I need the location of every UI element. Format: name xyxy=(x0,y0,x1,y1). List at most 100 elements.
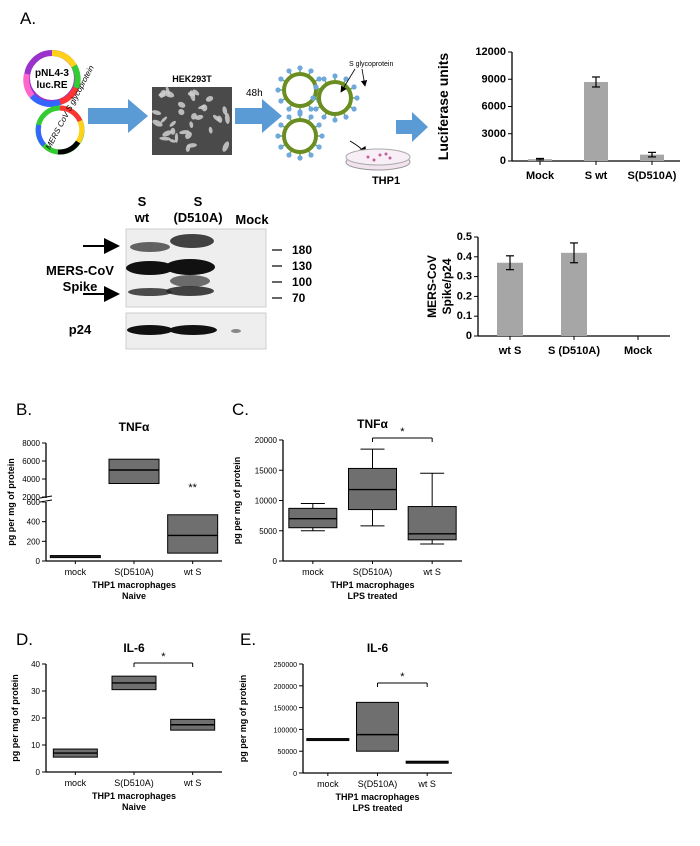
y-tick-label: 8000 xyxy=(22,439,40,448)
y-tick-label: 0 xyxy=(500,155,506,167)
y-axis-label: MERS-CoV xyxy=(425,255,439,318)
y-tick-label: 15000 xyxy=(255,466,278,475)
cell-label: HEK293T xyxy=(172,74,212,84)
x-axis-label: THP1 macrophages xyxy=(92,791,176,801)
x-axis-label: THP1 macrophages xyxy=(330,580,414,590)
y-tick-label: 200000 xyxy=(274,684,297,691)
y-tick-label: 30 xyxy=(31,687,40,696)
x-tick-label: Mock xyxy=(526,170,555,182)
y-tick-label: 40 xyxy=(31,660,40,669)
x-tick-label: mock xyxy=(65,778,87,788)
y-axis-label: pg per mg of protein xyxy=(10,674,20,762)
luciferase-bar-chart: 0 3000 6000 9000 12000 Mock S wt S(D510A) Lucife… xyxy=(435,46,680,182)
x-tick-label: S wt xyxy=(585,170,608,182)
glycoprotein-label: S glycoprotein xyxy=(349,61,393,68)
tnf-lps-box-plot: 0 5000 10000 15000 20000 mock S(D510A) wt S TNFα… xyxy=(232,417,462,601)
box-1 xyxy=(108,458,160,485)
y-tick-label: 0 xyxy=(466,330,472,342)
y-tick-label: 0.2 xyxy=(457,290,472,302)
panel-letter-e: E. xyxy=(240,630,256,649)
bar-1 xyxy=(561,252,587,336)
y-tick-label: 0.5 xyxy=(457,231,472,243)
arrow-to-cells xyxy=(88,99,148,133)
hek293t-micrograph: HEK293T xyxy=(151,74,232,155)
y-tick-label: 0.4 xyxy=(457,251,473,263)
y-tick-label: 3000 xyxy=(482,128,506,140)
significance-label: * xyxy=(161,651,166,663)
bar-1 xyxy=(584,81,608,161)
y-axis-label: Luciferase units xyxy=(435,53,451,161)
spike-p24-bar-chart: 0 0.1 0.2 0.3 0.4 0.5 wt S S (D510A) Mock MERS-Co… xyxy=(425,231,670,357)
y-tick-label: 0.3 xyxy=(457,271,472,283)
y-tick-label: 0 xyxy=(273,557,278,566)
y-tick-label: 2000 xyxy=(22,493,40,502)
x-tick-label: wt S xyxy=(417,779,436,789)
y-tick-label: 10 xyxy=(31,741,40,750)
il6-naive-box-plot: 0 10 20 30 40 mock S(D510A) wt S IL-6 THP1 macrop… xyxy=(10,641,222,812)
x-tick-label: S(D510A) xyxy=(353,567,393,577)
dish-label: THP1 xyxy=(372,175,400,187)
panel-letter-b: B. xyxy=(16,400,32,419)
chart-title: TNFα xyxy=(357,417,388,431)
spike-label-2: Spike xyxy=(63,279,98,294)
mw-marker-label: 180 xyxy=(292,243,312,257)
x-axis-sublabel: Naive xyxy=(122,802,146,812)
lane-s-wt-2: wt xyxy=(134,210,150,225)
y-tick-label: 0 xyxy=(36,768,41,777)
x-tick-label: wt S xyxy=(498,345,522,357)
x-axis-label: THP1 macrophages xyxy=(92,580,176,590)
panel-letter-a: A. xyxy=(20,9,36,28)
y-tick-label: 4000 xyxy=(22,475,40,484)
y-tick-label: 0 xyxy=(36,557,41,566)
x-tick-label: S(D510A) xyxy=(358,779,398,789)
lane-s-mut-2: (D510A) xyxy=(173,210,222,225)
y-tick-label: 0 xyxy=(293,771,297,778)
il6-lps-box-plot: 0 50000 100000 150000 200000 250000 mock S(D510… xyxy=(238,641,452,813)
spike-label-1: MERS-CoV xyxy=(46,263,114,278)
thp1-dish: THP1 xyxy=(345,148,411,187)
y-tick-label: 12000 xyxy=(475,46,506,58)
y-tick-label: 50000 xyxy=(278,749,298,756)
y-tick-label: 200 xyxy=(27,537,41,546)
mw-marker-label: 70 xyxy=(292,291,306,305)
y-tick-label: 20000 xyxy=(255,436,278,445)
y-axis-label: pg per mg of protein xyxy=(232,457,242,545)
box-2 xyxy=(407,506,457,541)
time-label: 48h xyxy=(246,88,263,99)
y-tick-label: 250000 xyxy=(274,662,297,669)
mw-marker-label: 100 xyxy=(292,275,312,289)
x-tick-label: S(D510A) xyxy=(114,567,154,577)
p24-label: p24 xyxy=(69,322,92,337)
x-tick-label: wt S xyxy=(183,778,202,788)
chart-title: IL-6 xyxy=(123,641,145,655)
x-tick-label: S(D510A) xyxy=(114,778,154,788)
y-axis-label: pg per mg of protein xyxy=(6,458,16,546)
plasmid1-label-line1: pNL4-3 xyxy=(35,68,69,79)
y-tick-label: 6000 xyxy=(482,101,506,113)
chart-title: IL-6 xyxy=(367,641,389,655)
chart-title: TNFα xyxy=(119,420,150,434)
virion-3 xyxy=(275,111,325,161)
lane-s-mut-1: S xyxy=(194,194,203,209)
y-tick-label: 10000 xyxy=(255,497,278,506)
y-tick-label: 100000 xyxy=(274,727,297,734)
pseudovirions xyxy=(275,65,360,161)
y-axis-label: pg per mg of protein xyxy=(238,675,248,763)
y-tick-label: 20 xyxy=(31,714,40,723)
significance-label: ** xyxy=(188,482,197,494)
significance-label: * xyxy=(400,426,405,438)
bar-0 xyxy=(497,262,523,336)
box-1 xyxy=(356,701,399,752)
x-axis-label: THP1 macrophages xyxy=(335,792,419,802)
x-tick-label: mock xyxy=(302,567,324,577)
panel-letter-c: C. xyxy=(232,400,249,419)
y-axis-label: Spike/p24 xyxy=(440,258,454,314)
x-tick-label: wt S xyxy=(422,567,441,577)
x-tick-label: mock xyxy=(317,779,339,789)
bar-2 xyxy=(640,154,664,161)
y-tick-label: 150000 xyxy=(274,706,297,713)
mw-marker-label: 130 xyxy=(292,259,312,273)
panel-letter-d: D. xyxy=(16,630,33,649)
lane-s-wt-1: S xyxy=(138,194,147,209)
